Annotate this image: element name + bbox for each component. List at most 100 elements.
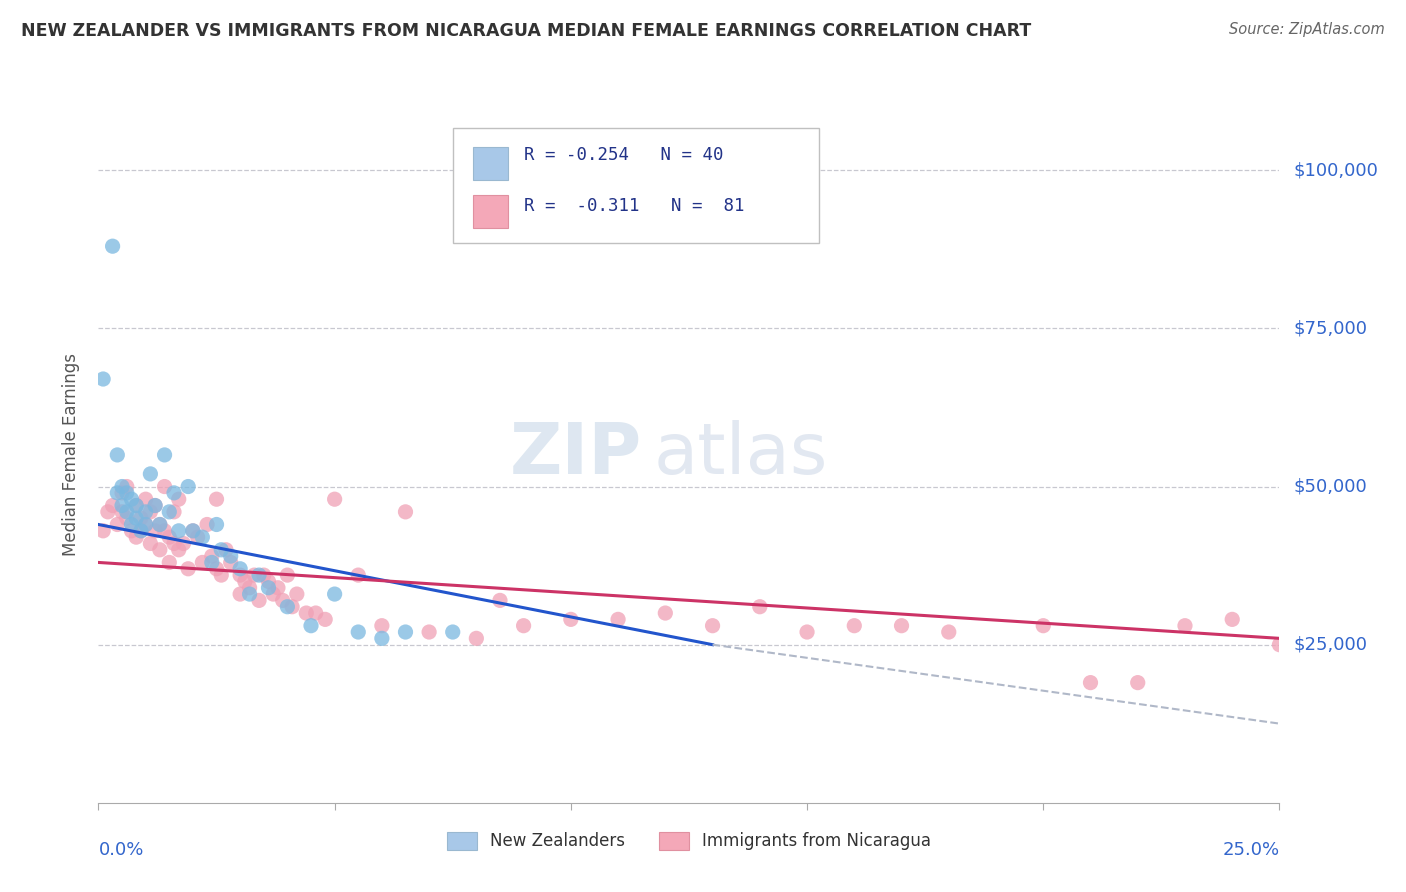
Point <box>167 524 190 538</box>
Point <box>149 517 172 532</box>
Bar <box>472 146 508 180</box>
Point <box>121 517 143 532</box>
Point <box>229 562 252 576</box>
Point <box>143 524 166 538</box>
Point <box>796 625 818 640</box>
Point <box>219 549 242 563</box>
Point <box>262 587 284 601</box>
Point <box>167 492 190 507</box>
Point <box>121 524 143 538</box>
Point <box>1080 675 1102 690</box>
Point <box>243 568 266 582</box>
Point <box>91 524 114 538</box>
Point <box>143 499 166 513</box>
Point <box>1268 638 1291 652</box>
Point <box>149 517 172 532</box>
Point <box>1220 612 1243 626</box>
Point <box>295 606 318 620</box>
Point <box>111 479 134 493</box>
Point <box>394 625 416 640</box>
Point <box>489 593 512 607</box>
Point <box>157 505 180 519</box>
Point <box>111 499 134 513</box>
Point <box>257 581 280 595</box>
Point <box>125 511 148 525</box>
Point <box>267 581 290 595</box>
Text: Source: ZipAtlas.com: Source: ZipAtlas.com <box>1229 22 1385 37</box>
Point <box>205 517 228 532</box>
Text: $50,000: $50,000 <box>1294 477 1367 496</box>
Point <box>748 599 770 614</box>
Point <box>105 517 128 532</box>
Point <box>121 492 143 507</box>
Point <box>205 492 228 507</box>
Text: 25.0%: 25.0% <box>1222 841 1279 859</box>
Point <box>233 574 256 589</box>
Point <box>177 479 200 493</box>
Point <box>281 599 304 614</box>
Point <box>143 499 166 513</box>
Point <box>418 625 440 640</box>
Point <box>139 536 162 550</box>
Point <box>177 562 200 576</box>
Point <box>157 530 180 544</box>
Point <box>347 568 370 582</box>
Point <box>441 625 464 640</box>
Legend: New Zealanders, Immigrants from Nicaragua: New Zealanders, Immigrants from Nicaragu… <box>440 825 938 857</box>
Point <box>276 568 298 582</box>
Text: $25,000: $25,000 <box>1294 636 1368 654</box>
Point <box>195 517 218 532</box>
Point <box>323 587 346 601</box>
Point <box>172 536 194 550</box>
Point <box>115 511 138 525</box>
Point <box>139 467 162 481</box>
Point <box>247 568 270 582</box>
Point <box>135 492 157 507</box>
Point <box>201 549 224 563</box>
Text: 0.0%: 0.0% <box>98 841 143 859</box>
Point <box>702 618 724 632</box>
Point <box>299 618 322 632</box>
Text: $75,000: $75,000 <box>1294 319 1368 337</box>
Point <box>135 517 157 532</box>
Point <box>187 530 209 544</box>
Point <box>135 505 157 519</box>
Point <box>101 239 124 253</box>
Point <box>285 587 308 601</box>
Point <box>181 524 204 538</box>
Bar <box>472 195 508 228</box>
Point <box>91 372 114 386</box>
Point <box>465 632 488 646</box>
Point <box>115 486 138 500</box>
Point <box>209 542 232 557</box>
Point <box>1126 675 1149 690</box>
Point <box>167 542 190 557</box>
Point <box>101 499 124 513</box>
Point <box>115 505 138 519</box>
Text: NEW ZEALANDER VS IMMIGRANTS FROM NICARAGUA MEDIAN FEMALE EARNINGS CORRELATION CH: NEW ZEALANDER VS IMMIGRANTS FROM NICARAG… <box>21 22 1032 40</box>
Point <box>125 530 148 544</box>
Point <box>163 536 186 550</box>
Point <box>1174 618 1197 632</box>
Text: ZIP: ZIP <box>509 420 641 490</box>
Point <box>229 587 252 601</box>
Point <box>314 612 336 626</box>
Point <box>371 618 394 632</box>
Point <box>239 581 262 595</box>
Text: $100,000: $100,000 <box>1294 161 1378 179</box>
Point <box>247 593 270 607</box>
Text: atlas: atlas <box>654 420 828 490</box>
Point <box>129 524 152 538</box>
Point <box>205 562 228 576</box>
Point <box>135 517 157 532</box>
Point <box>257 574 280 589</box>
Point <box>153 479 176 493</box>
Point <box>938 625 960 640</box>
Point <box>105 486 128 500</box>
Point <box>163 486 186 500</box>
Point <box>347 625 370 640</box>
Point <box>129 524 152 538</box>
Point <box>215 542 238 557</box>
Point <box>111 505 134 519</box>
Point <box>181 524 204 538</box>
